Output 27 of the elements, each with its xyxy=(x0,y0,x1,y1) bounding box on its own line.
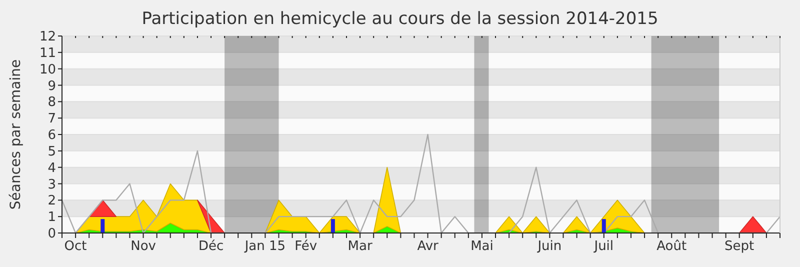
x-tick-label: Mai xyxy=(470,239,494,254)
y-tick-label: 7 xyxy=(48,112,56,127)
y-tick-label: 10 xyxy=(39,62,56,78)
y-tick-label: 9 xyxy=(48,78,56,94)
y-tick-label: 11 xyxy=(39,46,56,61)
y-tick-label: 1 xyxy=(48,210,56,226)
x-tick-label: Juil xyxy=(593,239,614,254)
y-tick-label: 3 xyxy=(48,177,56,192)
x-tick-label: Oct xyxy=(64,239,87,254)
y-tick-label: 2 xyxy=(48,194,56,209)
x-tick-label: Fév xyxy=(294,239,318,254)
y-tick-label: 5 xyxy=(48,144,56,160)
y-tick-label: 8 xyxy=(48,95,56,110)
x-tick-label: Nov xyxy=(130,239,156,254)
y-axis-title: Séances par semaine xyxy=(8,59,24,210)
x-tick-label: Août xyxy=(656,239,687,254)
y-tick-label: 0 xyxy=(48,226,56,242)
x-tick-label: Mar xyxy=(348,239,373,254)
x-tick-label: Juin xyxy=(536,239,562,254)
x-tick-label: Déc xyxy=(198,239,224,254)
chart-title: Participation en hemicycle au cours de la session 2014-2015 xyxy=(142,9,658,29)
x-tick-label: Avr xyxy=(417,239,440,254)
x-tick-label: Sept xyxy=(724,239,754,254)
y-tick-label: 12 xyxy=(39,30,56,45)
y-tick-label: 6 xyxy=(48,128,56,144)
x-tick-label: Jan 15 xyxy=(244,239,286,254)
y-tick-label: 4 xyxy=(48,160,56,176)
